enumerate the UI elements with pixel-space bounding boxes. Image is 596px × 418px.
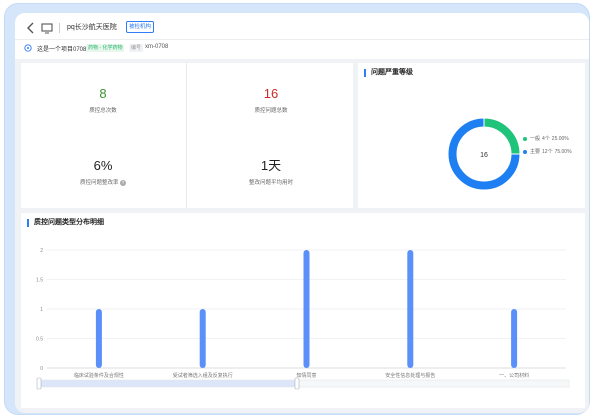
stat-label-text: 质控问题整改率 (79, 180, 119, 186)
stat-value: 8 (99, 86, 107, 101)
stat-total-issues: 16 质控问题总数 (191, 86, 351, 114)
stat-label: 整改问题平均用时 (248, 180, 293, 186)
legend-item-major[interactable]: 主要 12个 75.00% (523, 148, 572, 155)
monitor-icon (41, 23, 53, 34)
project-name: 这是一个项目0708 (37, 47, 87, 53)
org-type-badge: 被检机构 (126, 21, 155, 33)
help-icon[interactable]: ? (120, 179, 127, 186)
stat-label: 质控总次数 (89, 108, 117, 114)
header-separator (59, 23, 60, 33)
page-header: pq长沙航天医院 被检机构 这是一个项目0708 药物 - 化学药物 编号 xm… (15, 13, 589, 59)
stat-rectify-rate: 6% 质控问题整改率 ? (23, 158, 183, 186)
bar-2[interactable] (303, 250, 310, 368)
code-label-tag: 编号 (129, 44, 144, 52)
stat-label: 质控问题整改率 ? (23, 178, 183, 186)
project-type-tag: 药物 - 化学药物 (86, 44, 125, 52)
legend-name: 主要 (530, 149, 541, 155)
donut-slice-1[interactable] (447, 117, 521, 191)
stat-value: 16 (263, 86, 279, 101)
y-tick-label: 0.5 (36, 337, 43, 343)
x-tick-label: 临床试验条件及合规性 (74, 372, 124, 379)
stats-card: 8 质控总次数 16 质控问题总数 6% 质控问题整改率 ? 1天 整改问题平均… (21, 63, 353, 208)
issue-distribution-card: 质控问题类型分布明细 0 0.5 1 1.5 2 临床试验条件及合规性 受试者筛选入组及反复… (21, 213, 585, 408)
y-tick-label: 2 (40, 248, 43, 254)
header-divider (15, 39, 589, 40)
stat-label: 质控问题总数 (254, 108, 288, 114)
x-tick-label: 知情同意 (296, 372, 316, 379)
project-code: xm-0708 (145, 44, 169, 50)
app-screen: pq长沙航天医院 被检机构 这是一个项目0708 药物 - 化学药物 编号 xm… (15, 13, 589, 413)
legend-count: 4个 (542, 136, 550, 142)
severity-donut-chart: 16 (447, 117, 521, 191)
y-tick-label: 1.5 (36, 278, 43, 284)
back-arrow-icon[interactable] (24, 21, 38, 35)
stat-value: 6% (93, 158, 113, 173)
severity-title: 问题严重等级 (364, 69, 413, 77)
legend-count: 12个 (542, 149, 553, 155)
bar-4[interactable] (511, 309, 518, 368)
y-tick-label: 0 (40, 366, 43, 372)
stat-value: 1天 (260, 158, 282, 173)
bar-3[interactable] (407, 250, 414, 368)
bar-1[interactable] (199, 309, 206, 368)
device-frame: pq长沙航天医院 被检机构 这是一个项目0708 药物 - 化学药物 编号 xm… (4, 3, 590, 415)
y-tick-label: 1 (40, 307, 43, 313)
x-tick-label: 安全性信息处理与报告 (385, 372, 435, 379)
issue-bar-chart: 0 0.5 1 1.5 2 临床试验条件及合规性 受试者筛选入组及反复执行 知情同意 安全性信息… (36, 248, 570, 390)
legend-name: 一般 (530, 136, 541, 142)
stats-divider (186, 63, 187, 208)
donut-center-label: 16 (480, 152, 488, 159)
legend-percent: 25.00% (551, 135, 569, 142)
x-tick-label: 受试者筛选入组及反复执行 (173, 372, 233, 379)
bar-0[interactable] (95, 309, 102, 368)
stat-avg-time: 1天 整改问题平均用时 (191, 158, 351, 186)
legend-percent: 75.00% (554, 148, 572, 155)
donut-slice-0[interactable] (483, 117, 521, 155)
zoom-handle-end[interactable] (294, 377, 300, 390)
zoom-slider-selection[interactable] (39, 380, 297, 387)
legend-dot (523, 149, 527, 154)
chart-title: 质控问题类型分布明细 (27, 219, 104, 227)
severity-legend: 一般 4个 25.00% 主要 12个 75.00% (523, 135, 572, 161)
project-icon (24, 44, 32, 52)
hospital-title: pq长沙航天医院 (67, 24, 117, 31)
legend-dot (523, 136, 527, 141)
severity-card: 问题严重等级 16 一般 4个 25.00% 主要 12个 75.00% (358, 63, 585, 208)
x-tick-label: 一、公司材料 (499, 372, 529, 379)
legend-item-minor[interactable]: 一般 4个 25.00% (523, 135, 572, 142)
stat-total-checks: 8 质控总次数 (23, 86, 183, 114)
zoom-handle-start[interactable] (36, 377, 42, 390)
